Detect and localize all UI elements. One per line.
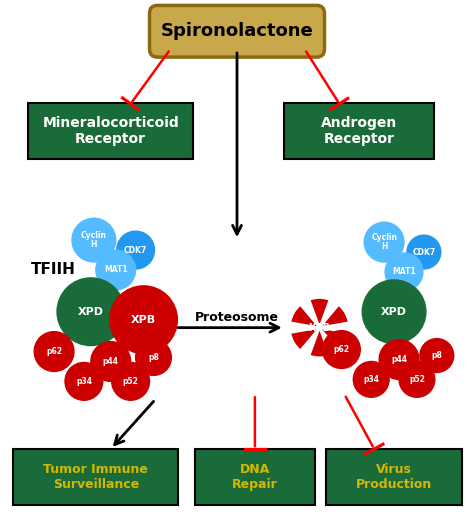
Circle shape bbox=[322, 331, 360, 368]
Circle shape bbox=[57, 278, 125, 346]
Text: MAT1: MAT1 bbox=[392, 267, 416, 277]
Text: DNA
Repair: DNA Repair bbox=[232, 463, 278, 491]
Text: CDK7: CDK7 bbox=[412, 248, 436, 257]
Text: Androgen
Receptor: Androgen Receptor bbox=[321, 116, 397, 146]
Wedge shape bbox=[310, 328, 330, 358]
Circle shape bbox=[420, 339, 454, 372]
Circle shape bbox=[96, 250, 136, 290]
Text: XPB: XPB bbox=[131, 315, 156, 325]
Text: MAT1: MAT1 bbox=[104, 266, 128, 275]
Text: Cyclin
H: Cyclin H bbox=[81, 231, 107, 249]
Text: p52: p52 bbox=[123, 377, 138, 386]
Circle shape bbox=[407, 235, 441, 269]
FancyBboxPatch shape bbox=[327, 449, 462, 505]
Text: Mineralocorticoid
Receptor: Mineralocorticoid Receptor bbox=[42, 116, 179, 146]
Circle shape bbox=[91, 341, 131, 381]
Text: CDK7: CDK7 bbox=[124, 246, 147, 255]
Text: TFIIH: TFIIH bbox=[31, 262, 76, 277]
FancyBboxPatch shape bbox=[195, 449, 315, 505]
FancyBboxPatch shape bbox=[284, 103, 434, 158]
Wedge shape bbox=[290, 328, 319, 350]
Circle shape bbox=[364, 222, 404, 262]
Text: Tumor Immune
Surveillance: Tumor Immune Surveillance bbox=[44, 463, 148, 491]
Text: Proteosome: Proteosome bbox=[195, 311, 279, 324]
Circle shape bbox=[72, 218, 116, 262]
Text: XPD: XPD bbox=[78, 307, 104, 317]
Circle shape bbox=[110, 286, 177, 353]
Circle shape bbox=[136, 340, 172, 376]
Circle shape bbox=[399, 361, 435, 397]
Text: p44: p44 bbox=[103, 357, 119, 366]
Text: p8: p8 bbox=[431, 351, 442, 360]
Wedge shape bbox=[310, 298, 330, 328]
Circle shape bbox=[65, 362, 103, 400]
Text: p34: p34 bbox=[363, 375, 379, 384]
Text: p62: p62 bbox=[333, 345, 349, 354]
FancyBboxPatch shape bbox=[28, 103, 193, 158]
FancyBboxPatch shape bbox=[149, 5, 325, 57]
Circle shape bbox=[34, 331, 74, 371]
Text: XPB: XPB bbox=[309, 322, 330, 332]
Text: Virus
Production: Virus Production bbox=[356, 463, 432, 491]
Text: p8: p8 bbox=[148, 353, 159, 362]
Text: Cyclin
H: Cyclin H bbox=[371, 234, 397, 251]
Circle shape bbox=[112, 362, 149, 400]
Text: p44: p44 bbox=[391, 355, 407, 364]
Text: p62: p62 bbox=[46, 347, 62, 356]
Circle shape bbox=[379, 340, 419, 379]
FancyBboxPatch shape bbox=[13, 449, 178, 505]
Text: p52: p52 bbox=[409, 375, 425, 384]
Circle shape bbox=[117, 231, 155, 269]
Wedge shape bbox=[290, 305, 319, 328]
Text: Spironolactone: Spironolactone bbox=[161, 22, 313, 40]
Circle shape bbox=[385, 253, 423, 291]
Wedge shape bbox=[319, 305, 349, 328]
Circle shape bbox=[362, 280, 426, 343]
Text: p34: p34 bbox=[76, 377, 92, 386]
Text: XPD: XPD bbox=[381, 307, 407, 317]
Wedge shape bbox=[319, 328, 349, 350]
Circle shape bbox=[353, 361, 389, 397]
